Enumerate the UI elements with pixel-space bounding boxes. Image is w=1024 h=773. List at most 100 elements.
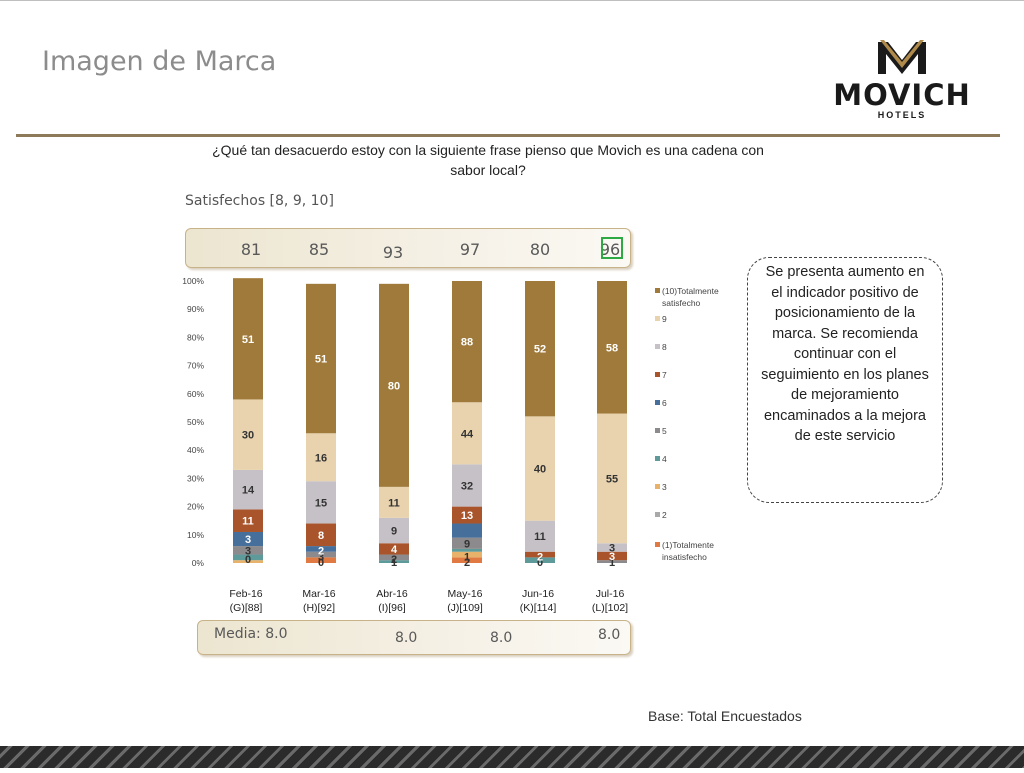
y-tick-label: 80% [187, 332, 204, 342]
media-value: 8.0 [265, 626, 288, 642]
satisfied-value: 96 [599, 240, 621, 259]
bar-segment [597, 413, 627, 544]
top-border [0, 0, 1024, 1]
bar-segment [452, 506, 482, 524]
bar-segment [525, 281, 555, 417]
y-tick-label: 50% [187, 417, 204, 427]
bar-segment [597, 543, 627, 552]
data-label: 51 [315, 354, 327, 366]
bar-segment [379, 517, 409, 544]
data-label: 2 [391, 554, 397, 566]
data-label: 58 [606, 342, 618, 354]
legend-label: 4 [662, 454, 667, 464]
x-tick-label: Jun-16 [522, 588, 554, 600]
bar-segment [597, 551, 627, 561]
data-label: 40 [534, 464, 546, 476]
bar-segment [306, 433, 336, 482]
media-value: 8.0 [395, 630, 418, 646]
x-tick-label: Jul-16 [596, 588, 625, 600]
satisfied-value: 97 [459, 240, 481, 259]
bar-segment [233, 509, 263, 532]
legend-label: 7 [662, 370, 667, 380]
data-label: 9 [391, 526, 397, 538]
data-label: 11 [534, 531, 546, 543]
legend-label: insatisfecho [662, 552, 707, 562]
media-label: Media: 8.0 [214, 626, 287, 642]
legend-swatch [655, 512, 660, 517]
data-label: 3 [245, 545, 251, 557]
bar-segment [233, 554, 263, 561]
media-label-text: Media: [214, 626, 261, 642]
legend-label: 2 [662, 510, 667, 520]
legend-label: satisfecho [662, 298, 701, 308]
data-label: 0 [245, 554, 251, 566]
movich-logo: MOVICH HOTELS [812, 38, 992, 122]
data-label: 1 [464, 551, 470, 563]
x-tick-label: May-16 [447, 588, 482, 600]
data-label: 80 [388, 380, 400, 392]
satisfied-value: 81 [240, 240, 262, 259]
legend-swatch [655, 400, 660, 405]
y-tick-label: 100% [182, 276, 204, 286]
bar-segment [597, 560, 627, 563]
legend-swatch [655, 372, 660, 377]
data-label: 0 [318, 557, 324, 569]
y-tick-label: 10% [187, 530, 204, 540]
legend-swatch [655, 542, 660, 547]
bar-segment [233, 469, 263, 510]
satisfied-value: 93 [382, 243, 404, 262]
base-note: Base: Total Encuestados [648, 708, 802, 724]
legend-label: 3 [662, 482, 667, 492]
x-tick-label: Mar-16 [302, 588, 335, 600]
data-label: 1 [391, 557, 397, 569]
bar-segment [452, 537, 482, 549]
bar-segment [452, 551, 482, 558]
bar-segment [379, 554, 409, 561]
header-rule [16, 134, 1000, 137]
legend-label: 5 [662, 426, 667, 436]
satisfied-value: 80 [529, 240, 551, 259]
bar-segment [452, 402, 482, 465]
data-label: 52 [534, 344, 546, 356]
bar-segment [379, 283, 409, 487]
bar-segment [379, 560, 409, 563]
data-label: 4 [391, 544, 398, 556]
y-tick-label: 60% [187, 389, 204, 399]
legend-label: 9 [662, 314, 667, 324]
data-label: 55 [606, 473, 618, 485]
y-tick-label: 0% [192, 558, 205, 568]
data-label: 2 [318, 546, 324, 558]
bar-segment [452, 557, 482, 563]
bar-segment [379, 543, 409, 555]
footer-pattern [0, 746, 1024, 768]
bar-segment [233, 546, 263, 555]
bar-segment [233, 560, 263, 563]
data-label: 32 [461, 480, 473, 492]
data-label: 3 [609, 551, 615, 563]
data-label: 15 [315, 497, 327, 509]
bar-segment [306, 557, 336, 563]
media-value: 8.0 [490, 630, 513, 646]
survey-question: ¿Qué tan desacuerdo estoy con la siguien… [212, 142, 764, 178]
satisfied-label: Satisfechos [8, 9, 10] [185, 193, 334, 209]
bar-segment [452, 523, 482, 538]
bar-segment [452, 464, 482, 507]
bar-segment [525, 520, 555, 552]
y-tick-label: 30% [187, 473, 204, 483]
y-tick-label: 90% [187, 304, 204, 314]
data-label: 51 [242, 334, 254, 346]
legend-swatch [655, 344, 660, 349]
data-label: 44 [461, 428, 474, 440]
data-label: 0 [537, 557, 543, 569]
legend-label: (1)Totalmente [662, 540, 714, 550]
legend-label: 6 [662, 398, 667, 408]
x-tick-sublabel: (G)[88] [230, 602, 263, 614]
data-label: 11 [388, 497, 400, 509]
data-label: 2 [537, 551, 543, 563]
x-tick-sublabel: (J)[109] [447, 602, 483, 614]
bar-segment [306, 283, 336, 434]
bar-segment [233, 531, 263, 547]
bar-segment [597, 281, 627, 414]
